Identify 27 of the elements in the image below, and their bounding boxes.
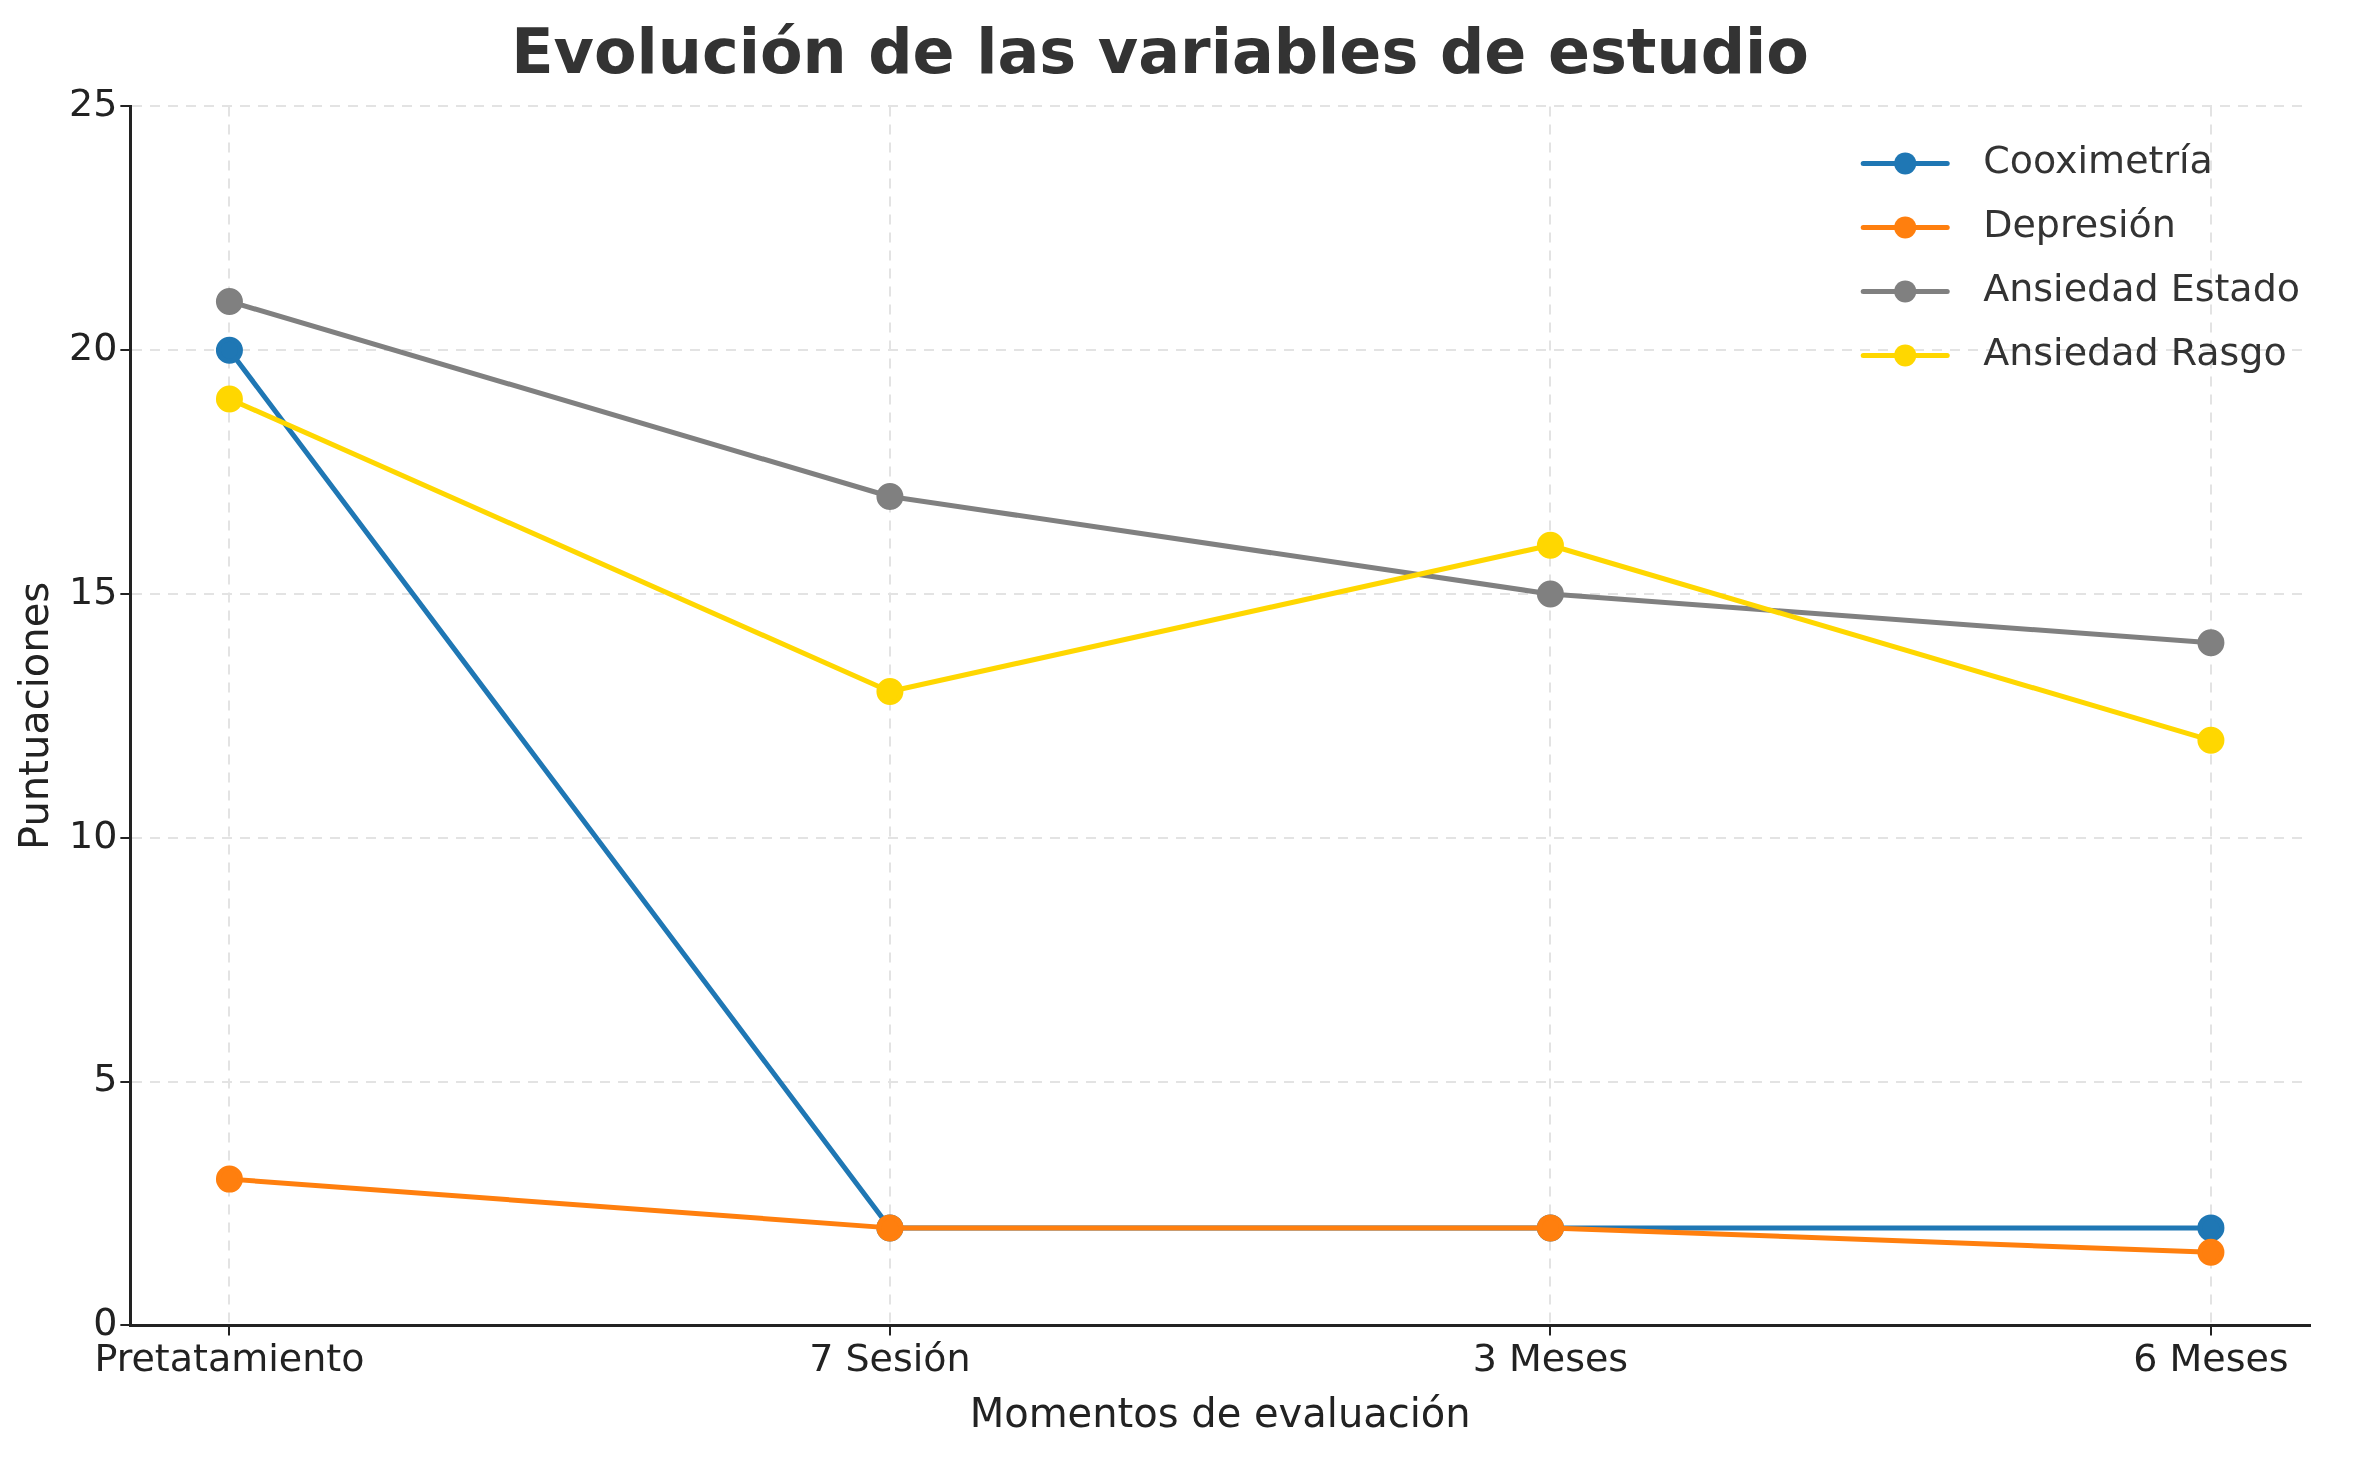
point bbox=[876, 678, 904, 706]
point bbox=[1536, 580, 1564, 608]
point bbox=[215, 287, 243, 315]
y-axis-title: Puntuaciones bbox=[11, 581, 58, 850]
point bbox=[876, 482, 904, 510]
y-tick-label: 5 bbox=[93, 1056, 118, 1101]
point bbox=[1536, 531, 1564, 559]
legend-label: Depresión bbox=[1983, 202, 2176, 247]
chart-title: Evolución de las variables de estudio bbox=[511, 15, 1809, 89]
x-tick-label: 7 Sesión bbox=[809, 1336, 971, 1381]
point bbox=[215, 385, 243, 413]
legend-label: Cooximetría bbox=[1983, 138, 2213, 183]
legend-label: Ansiedad Rasgo bbox=[1983, 330, 2287, 375]
legend-label: Ansiedad Estado bbox=[1983, 266, 2301, 311]
y-tick-label: 25 bbox=[68, 81, 118, 126]
x-axis-title: Momentos de evaluación bbox=[969, 1390, 1471, 1437]
point bbox=[2197, 726, 2225, 754]
point bbox=[2197, 629, 2225, 657]
point bbox=[2197, 1238, 2225, 1266]
y-tick-label: 15 bbox=[68, 568, 118, 613]
point bbox=[215, 336, 243, 364]
y-tick-label: 20 bbox=[68, 325, 118, 370]
x-tick-label: 3 Meses bbox=[1472, 1336, 1629, 1381]
point bbox=[215, 1165, 243, 1193]
y-tick-label: 10 bbox=[68, 812, 118, 857]
x-tick-label: 6 Meses bbox=[2133, 1336, 2289, 1381]
point bbox=[2197, 1214, 2225, 1242]
